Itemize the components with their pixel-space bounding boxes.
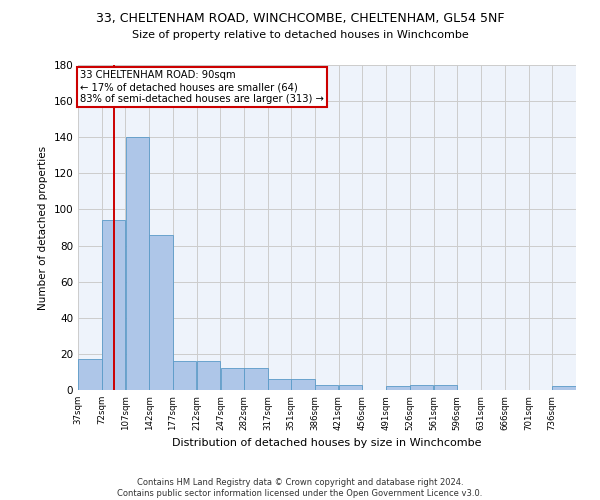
Bar bbox=[339, 384, 362, 390]
Text: Size of property relative to detached houses in Winchcombe: Size of property relative to detached ho… bbox=[131, 30, 469, 40]
Bar bbox=[386, 386, 410, 390]
Bar bbox=[149, 234, 173, 390]
Bar bbox=[244, 368, 268, 390]
Y-axis label: Number of detached properties: Number of detached properties bbox=[38, 146, 48, 310]
Text: Contains HM Land Registry data © Crown copyright and database right 2024.
Contai: Contains HM Land Registry data © Crown c… bbox=[118, 478, 482, 498]
Bar bbox=[291, 379, 314, 390]
Bar bbox=[78, 360, 101, 390]
Bar bbox=[102, 220, 125, 390]
Bar bbox=[315, 384, 338, 390]
Bar bbox=[434, 384, 457, 390]
X-axis label: Distribution of detached houses by size in Winchcombe: Distribution of detached houses by size … bbox=[172, 438, 482, 448]
Text: 33 CHELTENHAM ROAD: 90sqm
← 17% of detached houses are smaller (64)
83% of semi-: 33 CHELTENHAM ROAD: 90sqm ← 17% of detac… bbox=[80, 70, 324, 104]
Bar bbox=[221, 368, 244, 390]
Bar bbox=[553, 386, 576, 390]
Bar bbox=[410, 384, 433, 390]
Bar bbox=[126, 137, 149, 390]
Text: 33, CHELTENHAM ROAD, WINCHCOMBE, CHELTENHAM, GL54 5NF: 33, CHELTENHAM ROAD, WINCHCOMBE, CHELTEN… bbox=[96, 12, 504, 25]
Bar bbox=[268, 379, 292, 390]
Bar bbox=[197, 361, 220, 390]
Bar bbox=[173, 361, 196, 390]
